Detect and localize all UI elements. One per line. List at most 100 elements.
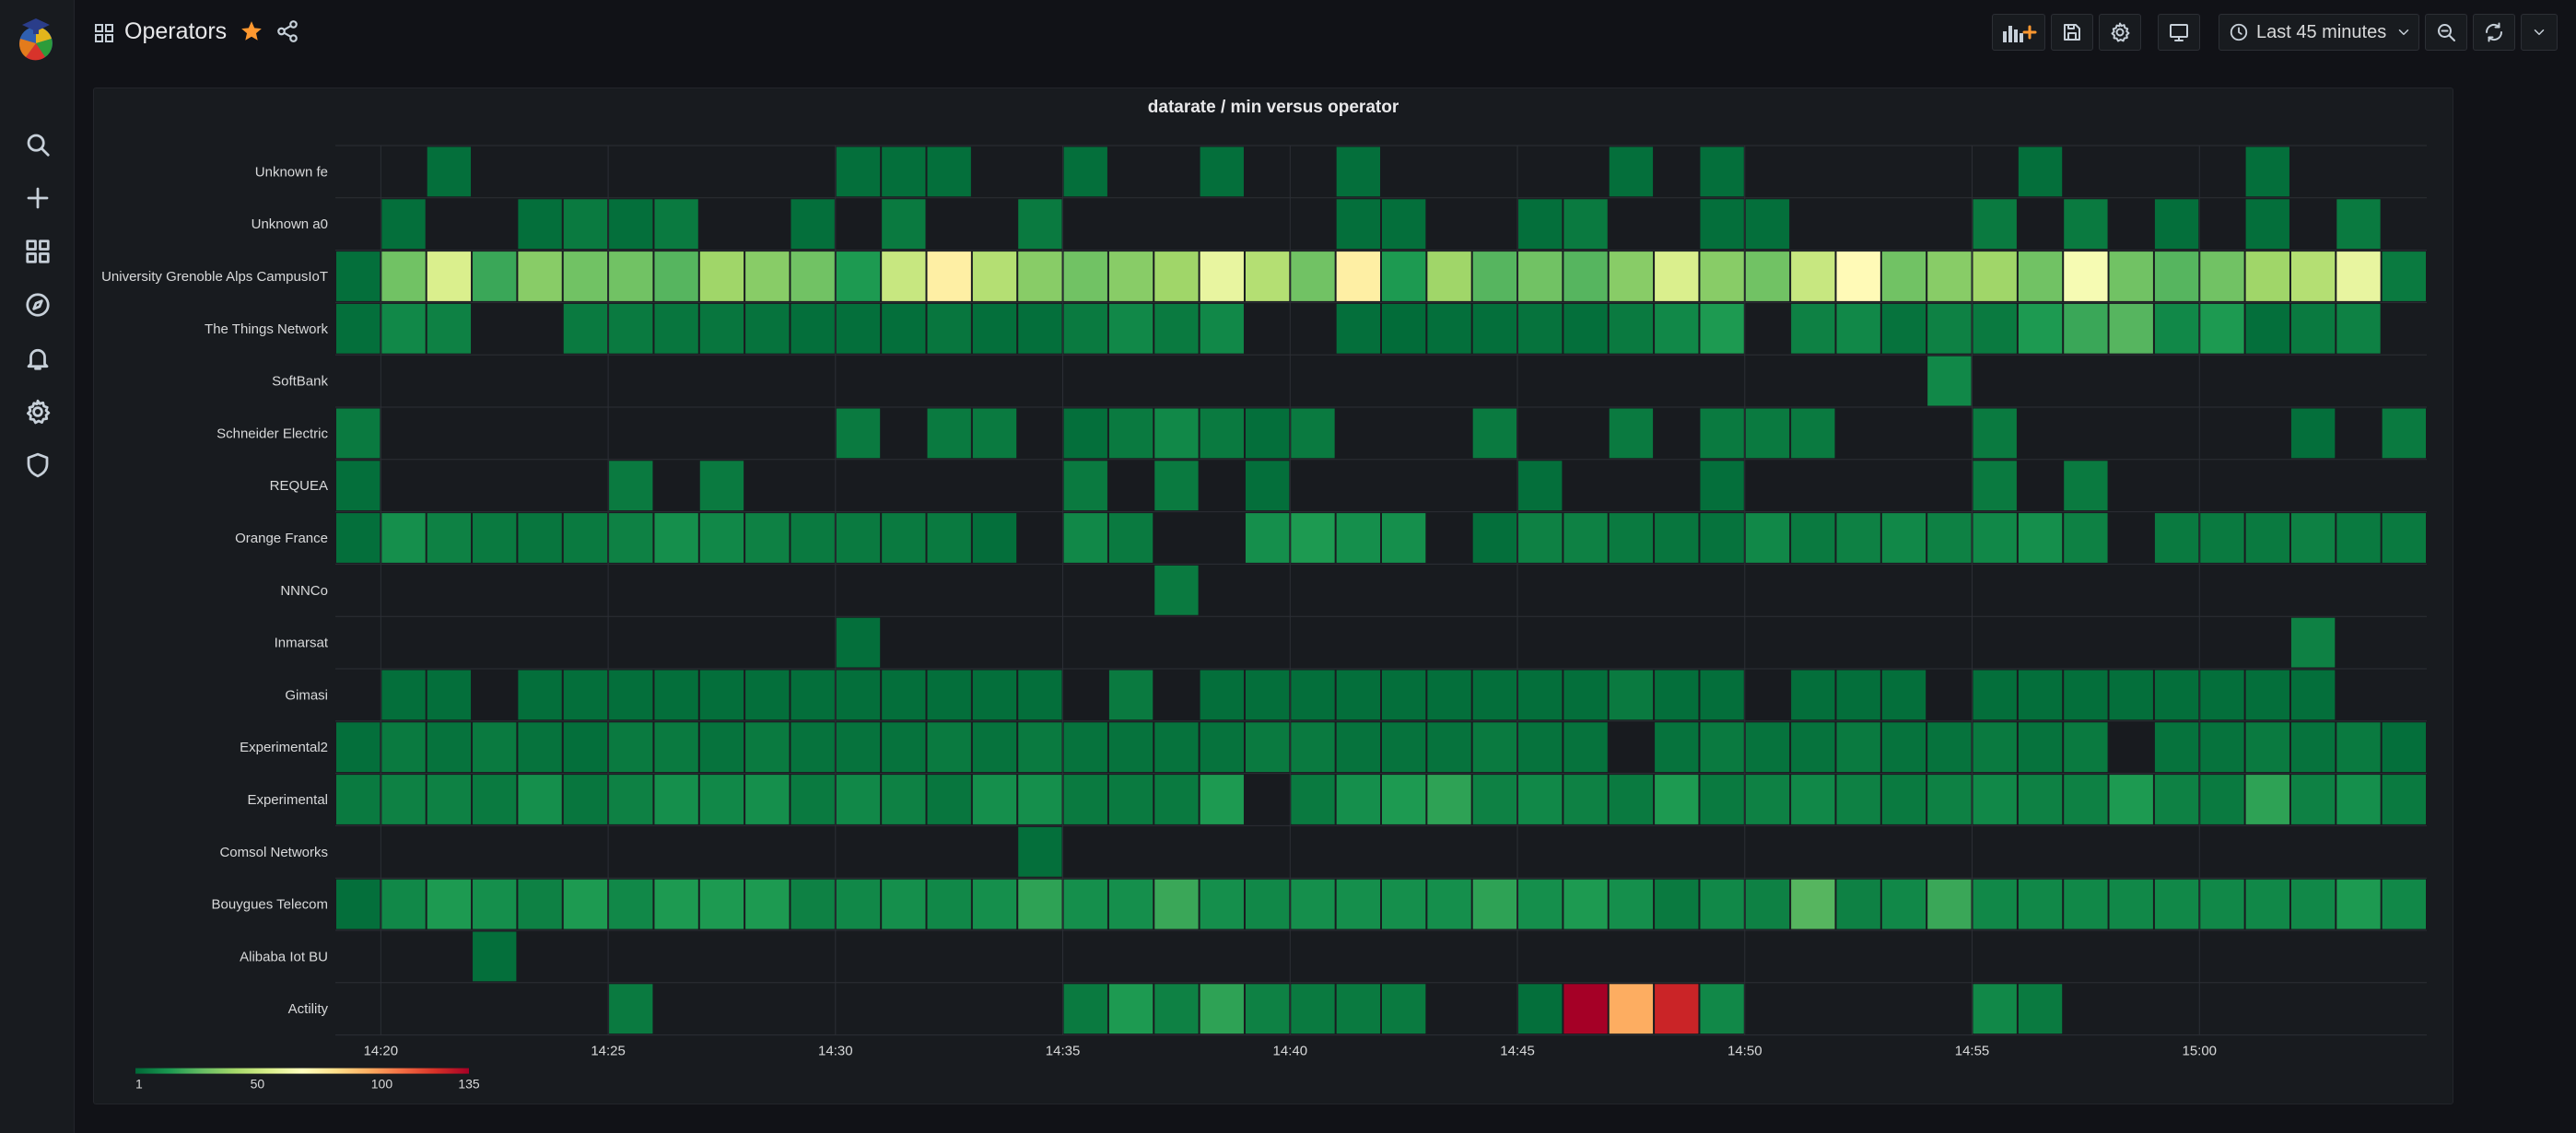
heatmap-cell[interactable]	[1154, 565, 1199, 615]
heatmap-cell[interactable]	[972, 408, 1017, 459]
heatmap-cell[interactable]	[2154, 722, 2199, 773]
heatmap-cell[interactable]	[882, 199, 926, 250]
heatmap-cell[interactable]	[1700, 984, 1744, 1034]
heatmap-cell[interactable]	[381, 722, 426, 773]
heatmap-cell[interactable]	[1154, 722, 1199, 773]
heatmap-cell[interactable]	[2245, 775, 2289, 824]
heatmap-cell[interactable]	[2109, 303, 2153, 354]
heatmap-cell[interactable]	[2336, 722, 2381, 773]
heatmap-cell[interactable]	[654, 303, 698, 354]
heatmap-cell[interactable]	[1154, 461, 1199, 511]
heatmap-cell[interactable]	[2200, 722, 2244, 773]
heatmap-cell[interactable]	[1382, 984, 1426, 1034]
heatmap-cell[interactable]	[1518, 722, 1563, 773]
heatmap-cell[interactable]	[1154, 775, 1199, 824]
heatmap-cell[interactable]	[609, 670, 653, 720]
heatmap-cell[interactable]	[1245, 670, 1290, 720]
heatmap-cell[interactable]	[609, 199, 653, 250]
heatmap-cell[interactable]	[836, 303, 881, 354]
heatmap-cell[interactable]	[2200, 303, 2244, 354]
heatmap-cell[interactable]	[1200, 303, 1244, 354]
heatmap-cell[interactable]	[972, 251, 1017, 301]
heatmap-cell[interactable]	[790, 879, 835, 929]
heatmap-cell[interactable]	[745, 775, 790, 824]
heatmap-cell[interactable]	[699, 775, 744, 824]
campusiot-logo-icon[interactable]	[15, 17, 57, 63]
heatmap-cell[interactable]	[1291, 722, 1335, 773]
heatmap-cell[interactable]	[1518, 199, 1563, 250]
heatmap-cell[interactable]	[1336, 199, 1380, 250]
heatmap-cell[interactable]	[1927, 356, 1972, 406]
heatmap-cell[interactable]	[1791, 303, 1835, 354]
heatmap-cell[interactable]	[1791, 251, 1835, 301]
heatmap-cell[interactable]	[2290, 617, 2336, 668]
heatmap-cell[interactable]	[699, 303, 744, 354]
heatmap-cell[interactable]	[699, 513, 744, 563]
heatmap-cell[interactable]	[2018, 513, 2063, 563]
heatmap-cell[interactable]	[1791, 775, 1835, 824]
heatmap-cell[interactable]	[972, 722, 1017, 773]
heatmap-cell[interactable]	[927, 408, 971, 459]
heatmap-cell[interactable]	[1791, 670, 1835, 720]
heatmap-cell[interactable]	[1108, 408, 1153, 459]
heatmap-cell[interactable]	[836, 251, 881, 301]
heatmap-cell[interactable]	[1927, 775, 1972, 824]
heatmap-cell[interactable]	[1518, 251, 1563, 301]
heatmap-cell[interactable]	[1655, 722, 1699, 773]
heatmap-cell[interactable]	[2382, 251, 2426, 301]
heatmap-cell[interactable]	[1927, 513, 1972, 563]
heatmap-cell[interactable]	[1108, 722, 1153, 773]
heatmap-cell[interactable]	[1745, 879, 1790, 929]
heatmap-cell[interactable]	[836, 879, 881, 929]
heatmap-cell[interactable]	[1563, 513, 1608, 563]
heatmap-cell[interactable]	[882, 146, 926, 197]
heatmap-cell[interactable]	[1655, 775, 1699, 824]
heatmap-cell[interactable]	[1518, 879, 1563, 929]
heatmap-cell[interactable]	[1881, 722, 1926, 773]
heatmap-cell[interactable]	[1063, 303, 1107, 354]
save-dashboard-button[interactable]	[2051, 14, 2093, 51]
heatmap-cell[interactable]	[1063, 775, 1107, 824]
heatmap-cell[interactable]	[1563, 670, 1608, 720]
heatmap-cell[interactable]	[654, 199, 698, 250]
heatmap-cell[interactable]	[927, 513, 971, 563]
heatmap-cell[interactable]	[927, 251, 971, 301]
heatmap-cell[interactable]	[381, 513, 426, 563]
heatmap-cell[interactable]	[1563, 722, 1608, 773]
heatmap-cell[interactable]	[2245, 513, 2289, 563]
heatmap-cell[interactable]	[1563, 199, 1608, 250]
heatmap-cell[interactable]	[2200, 513, 2244, 563]
heatmap-cell[interactable]	[518, 722, 562, 773]
heatmap-cell[interactable]	[836, 513, 881, 563]
heatmap-cell[interactable]	[563, 775, 608, 824]
heatmap-cell[interactable]	[336, 879, 381, 929]
heatmap-cell[interactable]	[609, 879, 653, 929]
heatmap-cell[interactable]	[1609, 408, 1654, 459]
heatmap-cell[interactable]	[1609, 146, 1654, 197]
heatmap-cell[interactable]	[1518, 775, 1563, 824]
heatmap-cell[interactable]	[563, 513, 608, 563]
heatmap-cell[interactable]	[836, 775, 881, 824]
heatmap-cell[interactable]	[2290, 775, 2336, 824]
heatmap-cell[interactable]	[1881, 670, 1926, 720]
heatmap-cell[interactable]	[1973, 408, 2017, 459]
heatmap-cell[interactable]	[972, 775, 1017, 824]
heatmap-cell[interactable]	[1518, 984, 1563, 1034]
heatmap-cell[interactable]	[2018, 303, 2063, 354]
heatmap-cell[interactable]	[2154, 775, 2199, 824]
heatmap-cell[interactable]	[336, 722, 381, 773]
heatmap-cell[interactable]	[1063, 461, 1107, 511]
heatmap-cell[interactable]	[1745, 408, 1790, 459]
heatmap-cell[interactable]	[699, 722, 744, 773]
heatmap-cell[interactable]	[1563, 775, 1608, 824]
heatmap-cell[interactable]	[1108, 879, 1153, 929]
heatmap-cell[interactable]	[1427, 775, 1471, 824]
heatmap-cell[interactable]	[1472, 303, 1517, 354]
heatmap-cell[interactable]	[1791, 722, 1835, 773]
alerting-bell-icon[interactable]	[22, 343, 53, 374]
heatmap-cell[interactable]	[1382, 879, 1426, 929]
heatmap-cell[interactable]	[1336, 303, 1380, 354]
heatmap-cell[interactable]	[2154, 199, 2199, 250]
heatmap-cell[interactable]	[654, 670, 698, 720]
heatmap-cell[interactable]	[563, 722, 608, 773]
